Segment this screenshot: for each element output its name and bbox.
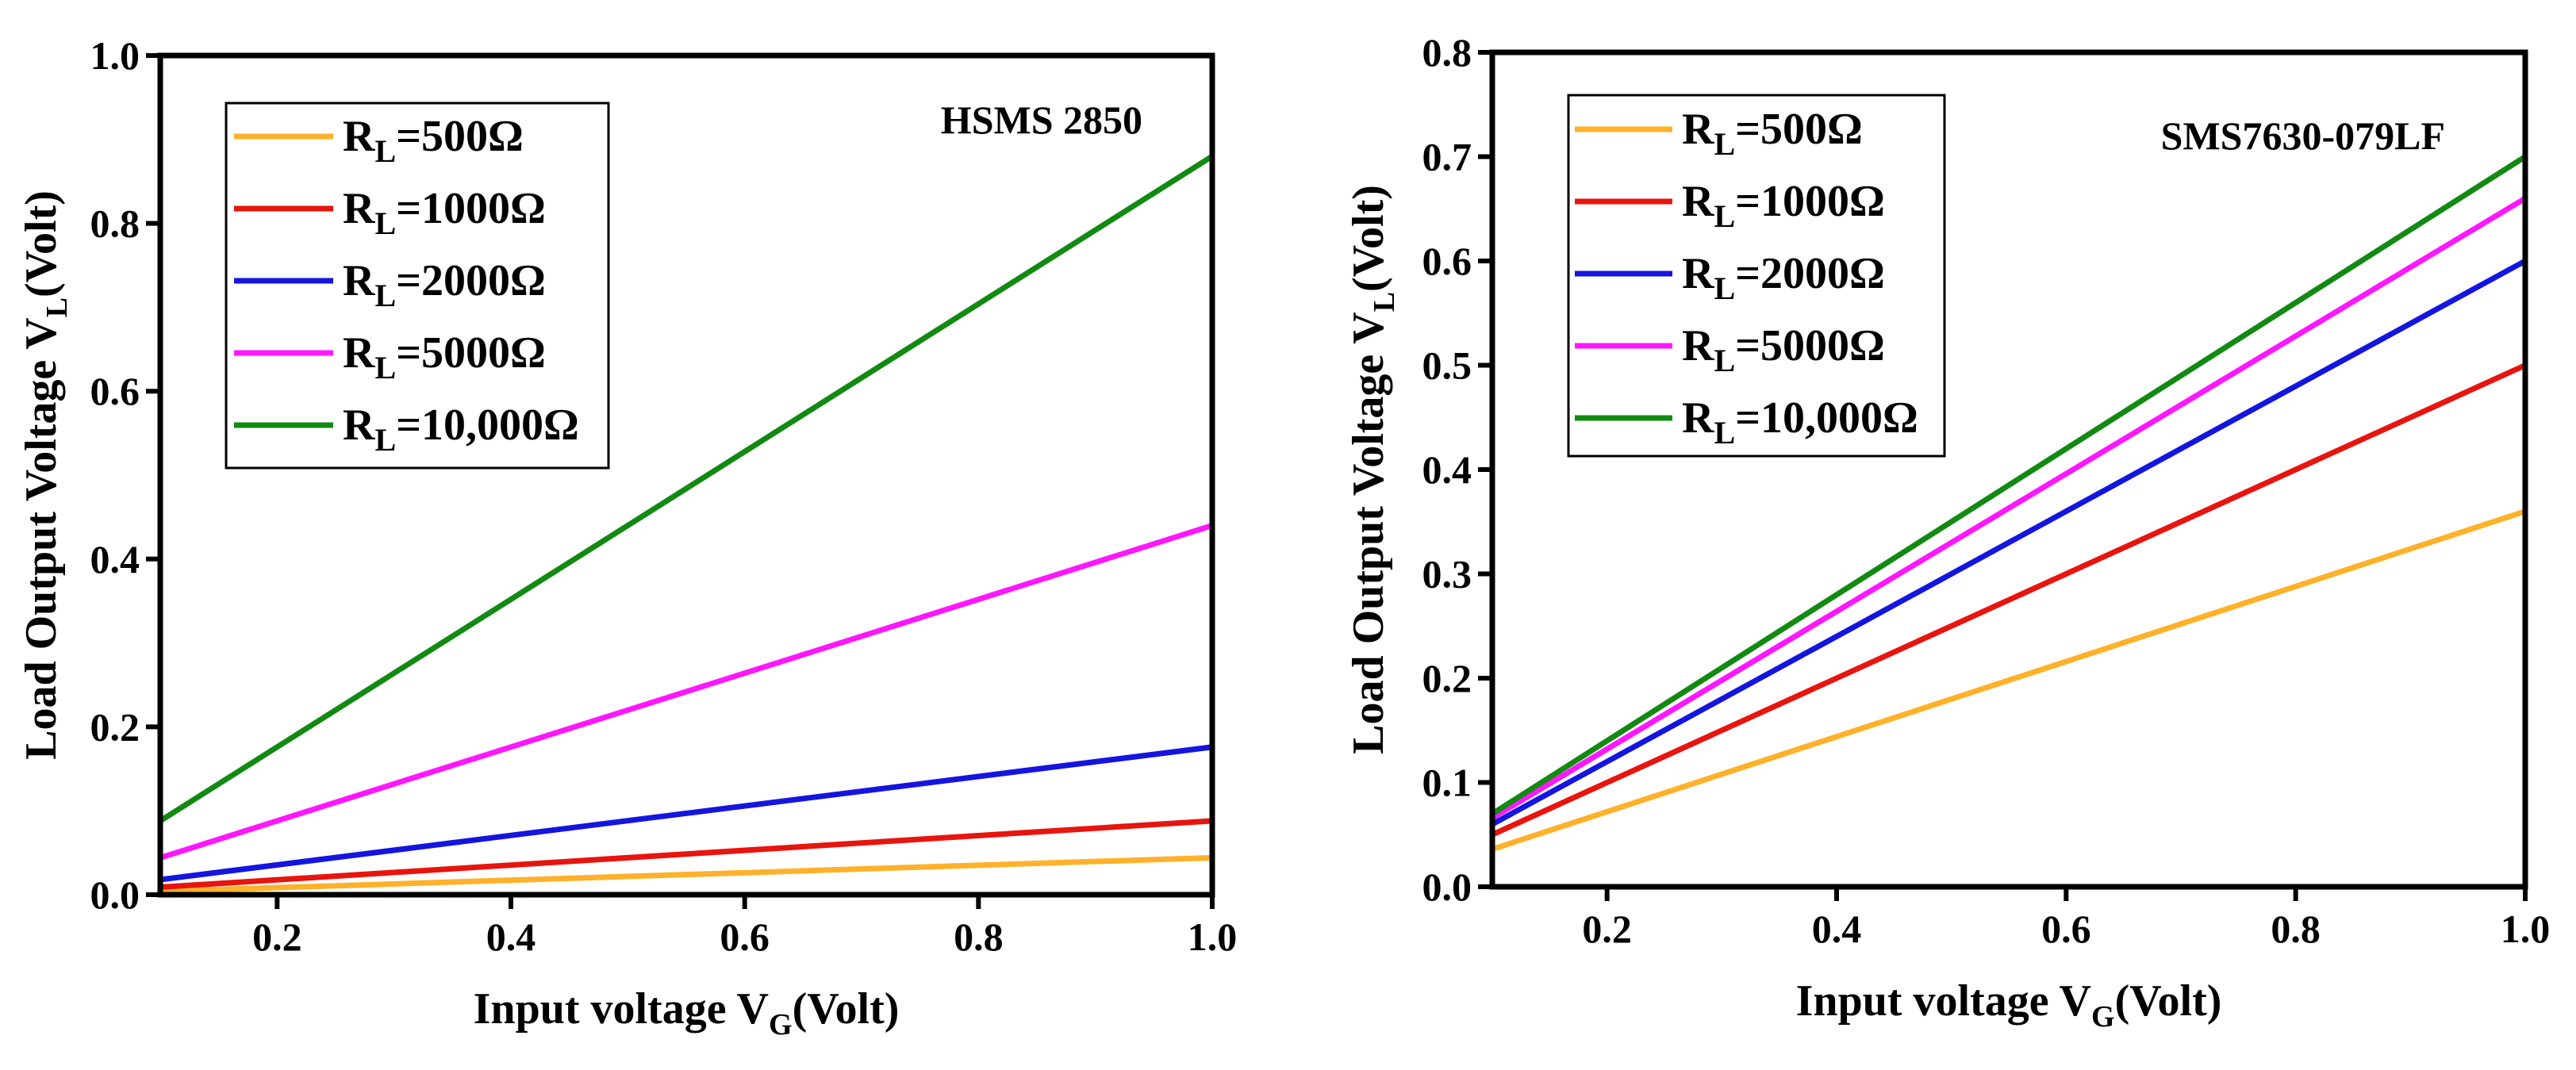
chart-annotation: SMS7630-079LF bbox=[2161, 113, 2445, 158]
x-tick-label: 0.2 bbox=[1582, 907, 1632, 951]
legend-label-500Ω: RL=500Ω bbox=[1682, 105, 1863, 162]
y-tick-label: 0.6 bbox=[90, 369, 140, 413]
series-line-500Ω bbox=[1492, 508, 2525, 853]
series-line-2000Ω bbox=[160, 744, 1212, 883]
y-tick-label: 0.6 bbox=[1422, 239, 1472, 283]
legend-label-500Ω: RL=500Ω bbox=[343, 112, 524, 169]
y-tick-label: 0.2 bbox=[90, 704, 140, 749]
y-tick-label: 0.7 bbox=[1422, 135, 1472, 179]
series-group bbox=[160, 154, 1212, 895]
legend-label-5000Ω: RL=5000Ω bbox=[343, 328, 546, 385]
y-axis-label: Load Output Voltage VL(Volt) bbox=[17, 190, 74, 760]
series-line-1000Ω bbox=[160, 818, 1212, 890]
x-tick-label: 1.0 bbox=[2501, 907, 2551, 951]
legend: RL=500Ω RL=1000Ω RL=2000Ω RL=5000Ω RL=10,000… bbox=[225, 102, 610, 470]
x-tick-label: 1.0 bbox=[1188, 915, 1238, 959]
x-axis-label: Input voltage VG(Volt) bbox=[1796, 976, 2222, 1034]
legend-label-1000Ω: RL=1000Ω bbox=[343, 184, 546, 241]
y-axis-label: Load Output Voltage VL(Volt) bbox=[1344, 185, 1401, 754]
y-tick-label: 0.4 bbox=[90, 537, 140, 581]
y-tick-label: 0.8 bbox=[1422, 30, 1472, 75]
x-tick-label: 0.8 bbox=[2271, 907, 2321, 951]
y-tick-label: 0.0 bbox=[90, 872, 140, 917]
legend-label-5000Ω: RL=5000Ω bbox=[1682, 321, 1885, 378]
series-line-2000Ω bbox=[1492, 258, 2525, 827]
series-line-1000Ω bbox=[1492, 362, 2525, 838]
x-tick-label: 0.6 bbox=[720, 915, 770, 959]
series-group bbox=[1492, 154, 2525, 853]
chart-annotation: HSMS 2850 bbox=[941, 98, 1142, 142]
y-tick-label: 0.8 bbox=[90, 201, 140, 246]
series-line-10,000Ω bbox=[1492, 154, 2525, 816]
y-tick-label: 0.2 bbox=[1422, 656, 1472, 700]
chart-hsms-2850: 0.2 0.4 0.6 0.8 1.0 0.0 0.2 0.4 0.6 0.8 1.0 Input v… bbox=[17, 33, 1237, 1041]
legend-label-1000Ω: RL=1000Ω bbox=[1682, 177, 1885, 234]
x-axis-label: Input voltage VG(Volt) bbox=[474, 984, 900, 1041]
series-line-10,000Ω bbox=[160, 154, 1212, 823]
legend-label-2000Ω: RL=2000Ω bbox=[1682, 249, 1885, 306]
y-tick-label: 0.4 bbox=[1422, 447, 1472, 492]
y-tick-label: 0.5 bbox=[1422, 343, 1472, 388]
y-tick-label: 1.0 bbox=[90, 33, 140, 78]
y-tick-label: 0.0 bbox=[1422, 865, 1472, 909]
series-line-5000Ω bbox=[1492, 196, 2525, 821]
legend-box bbox=[225, 102, 610, 470]
legend-label-10,000Ω: RL=10,000Ω bbox=[1682, 393, 1918, 451]
legend-label-10,000Ω: RL=10,000Ω bbox=[343, 401, 579, 458]
series-line-5000Ω bbox=[160, 523, 1212, 861]
x-tick-label: 0.6 bbox=[2041, 907, 2091, 951]
y-tick-label: 0.1 bbox=[1422, 761, 1472, 805]
x-tick-label: 0.4 bbox=[486, 915, 536, 959]
x-tick-label: 0.2 bbox=[252, 915, 302, 959]
legend-label-2000Ω: RL=2000Ω bbox=[343, 256, 546, 313]
series-line-500Ω bbox=[160, 854, 1212, 895]
chart-sms7630: 0.2 0.4 0.6 0.8 1.0 0.0 0.1 0.2 0.3 0.4 0.5 0.6 0.7 0… bbox=[1344, 30, 2550, 1034]
y-tick-label: 0.3 bbox=[1422, 552, 1472, 596]
legend: RL=500Ω RL=1000Ω RL=2000Ω RL=5000Ω RL=10,000… bbox=[1567, 94, 1946, 458]
x-tick-label: 0.8 bbox=[954, 915, 1004, 959]
x-tick-label: 0.4 bbox=[1812, 907, 1862, 951]
plot-frame bbox=[157, 52, 1215, 898]
